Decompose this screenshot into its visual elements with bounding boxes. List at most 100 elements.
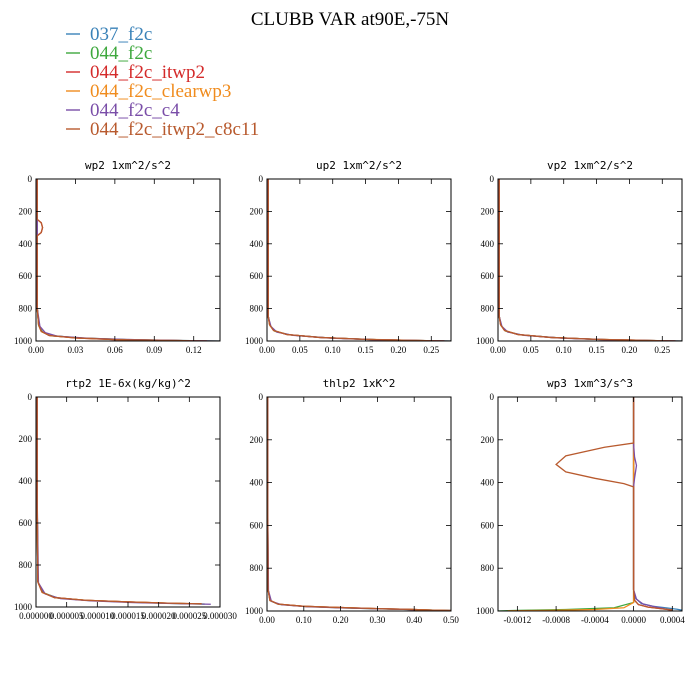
x-tick-label: 0.000005 xyxy=(50,611,84,621)
y-tick-label: 800 xyxy=(250,304,264,314)
plot-frame xyxy=(35,178,221,342)
y-tick-label: 0 xyxy=(259,392,264,402)
y-tick-label: 400 xyxy=(250,239,264,249)
series-line xyxy=(498,179,676,341)
series-line xyxy=(267,179,445,341)
x-tick-label: 0.05 xyxy=(523,345,539,355)
y-tick-label: 0 xyxy=(28,392,33,402)
series-line xyxy=(36,179,220,341)
x-tick-label: 0.30 xyxy=(370,615,386,625)
x-tick-label: 0.20 xyxy=(622,345,638,355)
legend-label: 044_f2c xyxy=(90,43,152,64)
y-tick-label: 1000 xyxy=(476,606,495,616)
series-line xyxy=(632,397,682,611)
plot-frame xyxy=(497,396,683,612)
x-tick-label: 0.00 xyxy=(28,345,44,355)
legend-label: 044_f2c_c4 xyxy=(90,100,180,121)
legend-entry: 044_f2c xyxy=(66,43,152,64)
series-group xyxy=(267,397,451,611)
x-tick-label: 0.20 xyxy=(391,345,407,355)
plot-frame xyxy=(266,178,452,342)
y-tick-label: 200 xyxy=(250,206,264,216)
panel-title: vp2 1xm^2/s^2 xyxy=(547,159,633,172)
series-line xyxy=(267,397,415,611)
y-tick-label: 400 xyxy=(19,239,33,249)
legend-label: 037_f2c xyxy=(90,24,152,45)
x-tick-label: 0.09 xyxy=(146,345,162,355)
series-line xyxy=(632,397,673,611)
series-line xyxy=(36,397,202,605)
series-line xyxy=(267,179,451,341)
chart-panel: rtp2 1E-6x(kg/kg)^2020040060080010000.00… xyxy=(14,377,237,621)
y-tick-label: 0 xyxy=(490,174,495,184)
x-tick-label: 0.12 xyxy=(186,345,202,355)
series-line xyxy=(36,179,207,341)
series-line xyxy=(36,397,202,605)
x-tick-label: 0.00 xyxy=(490,345,506,355)
y-tick-label: 800 xyxy=(481,304,495,314)
legend-entry: 044_f2c_c4 xyxy=(66,100,180,121)
plot-frame xyxy=(266,396,452,612)
series-line xyxy=(267,397,451,611)
x-tick-label: 0.000015 xyxy=(111,611,145,621)
y-tick-label: 400 xyxy=(19,476,33,486)
legend-entry: 037_f2c xyxy=(66,24,152,45)
legend: 037_f2c044_f2c044_f2c_itwp2044_f2c_clear… xyxy=(66,24,259,140)
series-line xyxy=(36,397,205,605)
series-line xyxy=(36,179,220,341)
plot-frame xyxy=(35,396,221,608)
series-line xyxy=(267,179,445,341)
x-tick-label: 0.40 xyxy=(406,615,422,625)
series-group xyxy=(36,179,220,341)
series-line xyxy=(498,179,676,341)
x-tick-label: 0.10 xyxy=(325,345,341,355)
series-line xyxy=(36,179,207,341)
y-tick-label: 600 xyxy=(250,520,264,530)
x-tick-label: 0.10 xyxy=(556,345,572,355)
y-tick-label: 0 xyxy=(490,392,495,402)
y-tick-label: 1000 xyxy=(14,336,33,346)
y-tick-label: 200 xyxy=(481,206,495,216)
series-line xyxy=(498,397,635,611)
x-tick-label: 0.15 xyxy=(589,345,605,355)
x-tick-label: 0.000030 xyxy=(203,611,237,621)
panel-title: wp2 1xm^2/s^2 xyxy=(85,159,171,172)
y-tick-label: 600 xyxy=(19,518,33,528)
x-tick-label: -0.0012 xyxy=(503,615,531,625)
series-group xyxy=(36,397,211,605)
series-line xyxy=(507,397,635,611)
y-tick-label: 400 xyxy=(250,478,264,488)
series-group xyxy=(498,397,682,611)
x-tick-label: 0.25 xyxy=(423,345,439,355)
x-tick-label: 0.10 xyxy=(296,615,312,625)
series-group xyxy=(498,179,682,341)
x-tick-label: -0.0004 xyxy=(581,615,609,625)
chart-panel: wp3 1xm^3/s^3 0 200 400 600 800 1000 -0.0012 -0.… xyxy=(476,377,685,625)
series-line xyxy=(267,397,451,611)
y-tick-label: 800 xyxy=(481,563,495,573)
x-tick-label: -0.0008 xyxy=(542,615,570,625)
y-tick-label: 600 xyxy=(19,271,33,281)
series-line xyxy=(36,397,202,605)
x-tick-label: 0.50 xyxy=(443,615,459,625)
y-tick-label: 0 xyxy=(259,174,264,184)
y-tick-label: 1000 xyxy=(14,602,33,612)
series-line xyxy=(267,397,451,611)
series-line xyxy=(267,179,445,341)
x-tick-label: 0.05 xyxy=(292,345,308,355)
legend-entry: 044_f2c_itwp2_c8c11 xyxy=(66,119,259,140)
y-tick-label: 1000 xyxy=(476,336,495,346)
plot-frame xyxy=(497,178,683,342)
series-line xyxy=(498,179,682,341)
legend-label: 044_f2c_clearwp3 xyxy=(90,81,231,102)
x-tick-label: 0.000010 xyxy=(80,611,114,621)
legend-entry: 044_f2c_clearwp3 xyxy=(66,81,231,102)
panel-title: thlp2 1xK^2 xyxy=(323,377,396,390)
x-tick-label: 0.00 xyxy=(259,615,275,625)
